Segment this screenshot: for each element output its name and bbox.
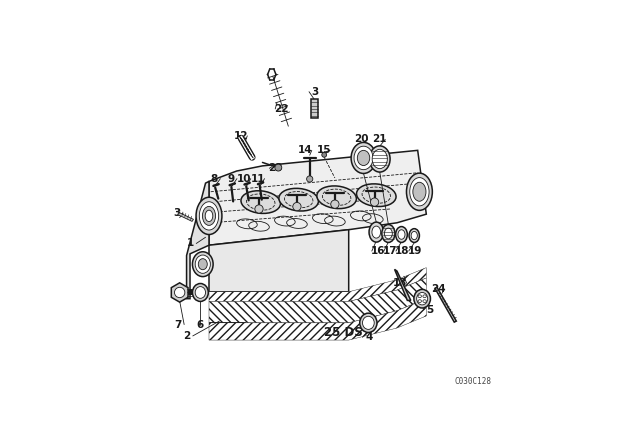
Ellipse shape — [385, 228, 392, 239]
Text: C030C128: C030C128 — [454, 377, 492, 386]
Text: 8: 8 — [211, 174, 218, 184]
Text: 2: 2 — [183, 331, 190, 341]
Ellipse shape — [410, 177, 429, 206]
Ellipse shape — [369, 222, 383, 242]
Ellipse shape — [351, 142, 376, 173]
Ellipse shape — [417, 293, 428, 305]
Polygon shape — [395, 269, 411, 301]
Ellipse shape — [198, 258, 207, 270]
Ellipse shape — [205, 210, 212, 222]
Polygon shape — [209, 267, 426, 302]
Polygon shape — [209, 230, 349, 292]
Text: 1: 1 — [186, 238, 194, 249]
Text: 24: 24 — [431, 284, 445, 294]
Ellipse shape — [354, 146, 373, 170]
Circle shape — [371, 198, 379, 206]
Ellipse shape — [193, 252, 213, 276]
Text: 22: 22 — [274, 104, 289, 114]
Ellipse shape — [398, 230, 405, 239]
Polygon shape — [209, 151, 426, 245]
Text: 3: 3 — [312, 87, 319, 97]
Text: 5: 5 — [426, 305, 434, 315]
Polygon shape — [209, 278, 426, 323]
Ellipse shape — [372, 149, 387, 168]
Polygon shape — [187, 181, 209, 299]
Text: 4: 4 — [365, 332, 372, 342]
Circle shape — [275, 164, 282, 171]
Circle shape — [293, 202, 301, 211]
Polygon shape — [311, 99, 317, 117]
Ellipse shape — [360, 313, 377, 332]
Text: 18: 18 — [395, 246, 410, 256]
Text: 15: 15 — [317, 145, 331, 155]
Ellipse shape — [356, 184, 396, 207]
Text: 14: 14 — [298, 145, 313, 155]
Circle shape — [307, 176, 313, 182]
Ellipse shape — [193, 284, 208, 302]
Circle shape — [255, 205, 263, 213]
Text: 12: 12 — [234, 131, 248, 141]
Text: 25 DS: 25 DS — [324, 326, 363, 339]
Text: 21: 21 — [372, 134, 387, 144]
Text: 7: 7 — [174, 319, 182, 330]
Text: 10: 10 — [237, 174, 252, 184]
Ellipse shape — [357, 151, 370, 165]
Text: 23: 23 — [268, 163, 283, 173]
Ellipse shape — [195, 255, 211, 273]
Text: 6: 6 — [196, 319, 204, 330]
Text: 19: 19 — [408, 246, 422, 256]
Ellipse shape — [372, 226, 381, 238]
Ellipse shape — [279, 188, 319, 211]
Text: 17: 17 — [383, 246, 397, 256]
Ellipse shape — [202, 207, 216, 225]
Text: 11: 11 — [251, 174, 266, 184]
Text: 9: 9 — [227, 174, 234, 184]
Ellipse shape — [396, 227, 407, 242]
Circle shape — [331, 200, 339, 208]
Ellipse shape — [195, 287, 205, 298]
Ellipse shape — [362, 316, 374, 329]
Ellipse shape — [409, 228, 419, 242]
Polygon shape — [177, 212, 193, 221]
Text: 16: 16 — [371, 246, 385, 256]
Ellipse shape — [317, 186, 356, 209]
Circle shape — [175, 287, 185, 297]
Polygon shape — [172, 283, 188, 302]
Ellipse shape — [369, 146, 390, 172]
Ellipse shape — [413, 182, 426, 201]
Ellipse shape — [241, 191, 280, 213]
Ellipse shape — [196, 197, 222, 234]
Text: 3: 3 — [173, 208, 180, 218]
Circle shape — [322, 152, 326, 157]
Polygon shape — [435, 287, 456, 322]
Text: 13: 13 — [393, 278, 408, 288]
Ellipse shape — [406, 173, 433, 211]
Ellipse shape — [414, 289, 431, 308]
Text: 20: 20 — [354, 134, 369, 144]
Ellipse shape — [199, 202, 219, 230]
Ellipse shape — [382, 224, 395, 242]
Ellipse shape — [411, 232, 417, 240]
Polygon shape — [209, 299, 426, 340]
